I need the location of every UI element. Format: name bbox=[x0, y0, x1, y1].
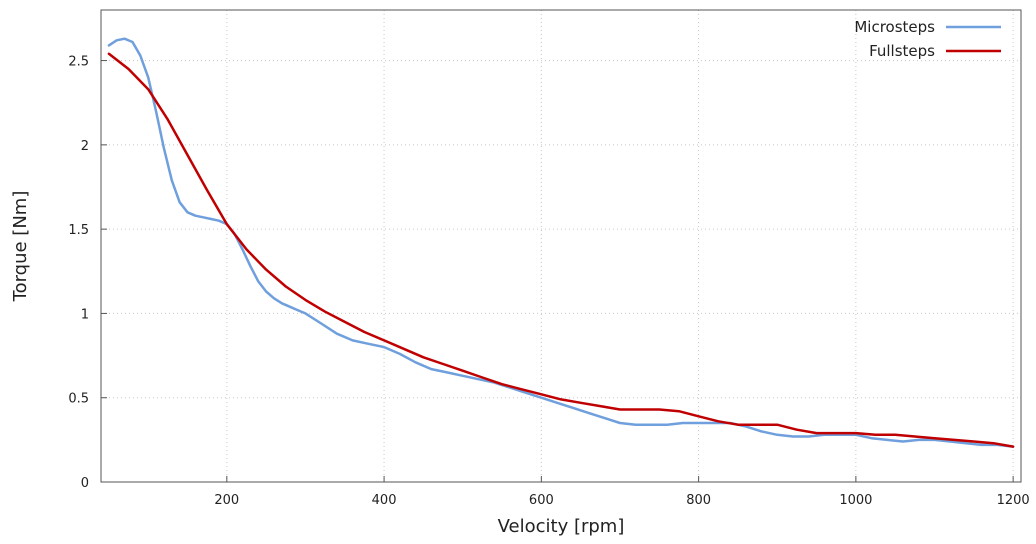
y-tick-label: 1 bbox=[81, 307, 89, 322]
x-tick-label: 1200 bbox=[997, 493, 1030, 508]
y-axis-title: Torque [Nm] bbox=[10, 191, 31, 303]
y-tick-labels: 0 0.5 1 1.5 2 2.5 bbox=[68, 55, 89, 491]
y-tick-label: 1.5 bbox=[68, 223, 89, 238]
y-tick-label: 0 bbox=[81, 476, 89, 491]
x-tick-labels: 200 400 600 800 1000 1200 bbox=[214, 493, 1029, 508]
y-tick-label: 0.5 bbox=[68, 392, 89, 407]
legend: Microsteps Fullsteps bbox=[854, 18, 1001, 60]
x-axis-title: Velocity [rpm] bbox=[498, 516, 625, 537]
legend-label-fullsteps: Fullsteps bbox=[869, 42, 935, 60]
plot-frame bbox=[100, 9, 1022, 483]
grid bbox=[101, 10, 1021, 482]
x-tick-label: 400 bbox=[372, 493, 397, 508]
series-line-microsteps bbox=[107, 37, 1015, 448]
series-line-fullsteps bbox=[107, 52, 1015, 448]
x-tick-label: 200 bbox=[214, 493, 239, 508]
y-tick-label: 2 bbox=[81, 139, 89, 154]
tick-marks bbox=[101, 60, 1014, 483]
x-tick-label: 600 bbox=[529, 493, 554, 508]
x-tick-label: 1000 bbox=[839, 493, 872, 508]
y-tick-label: 2.5 bbox=[68, 55, 89, 70]
series-layer bbox=[107, 37, 1015, 448]
x-tick-label: 800 bbox=[686, 493, 711, 508]
legend-label-microsteps: Microsteps bbox=[854, 18, 935, 36]
